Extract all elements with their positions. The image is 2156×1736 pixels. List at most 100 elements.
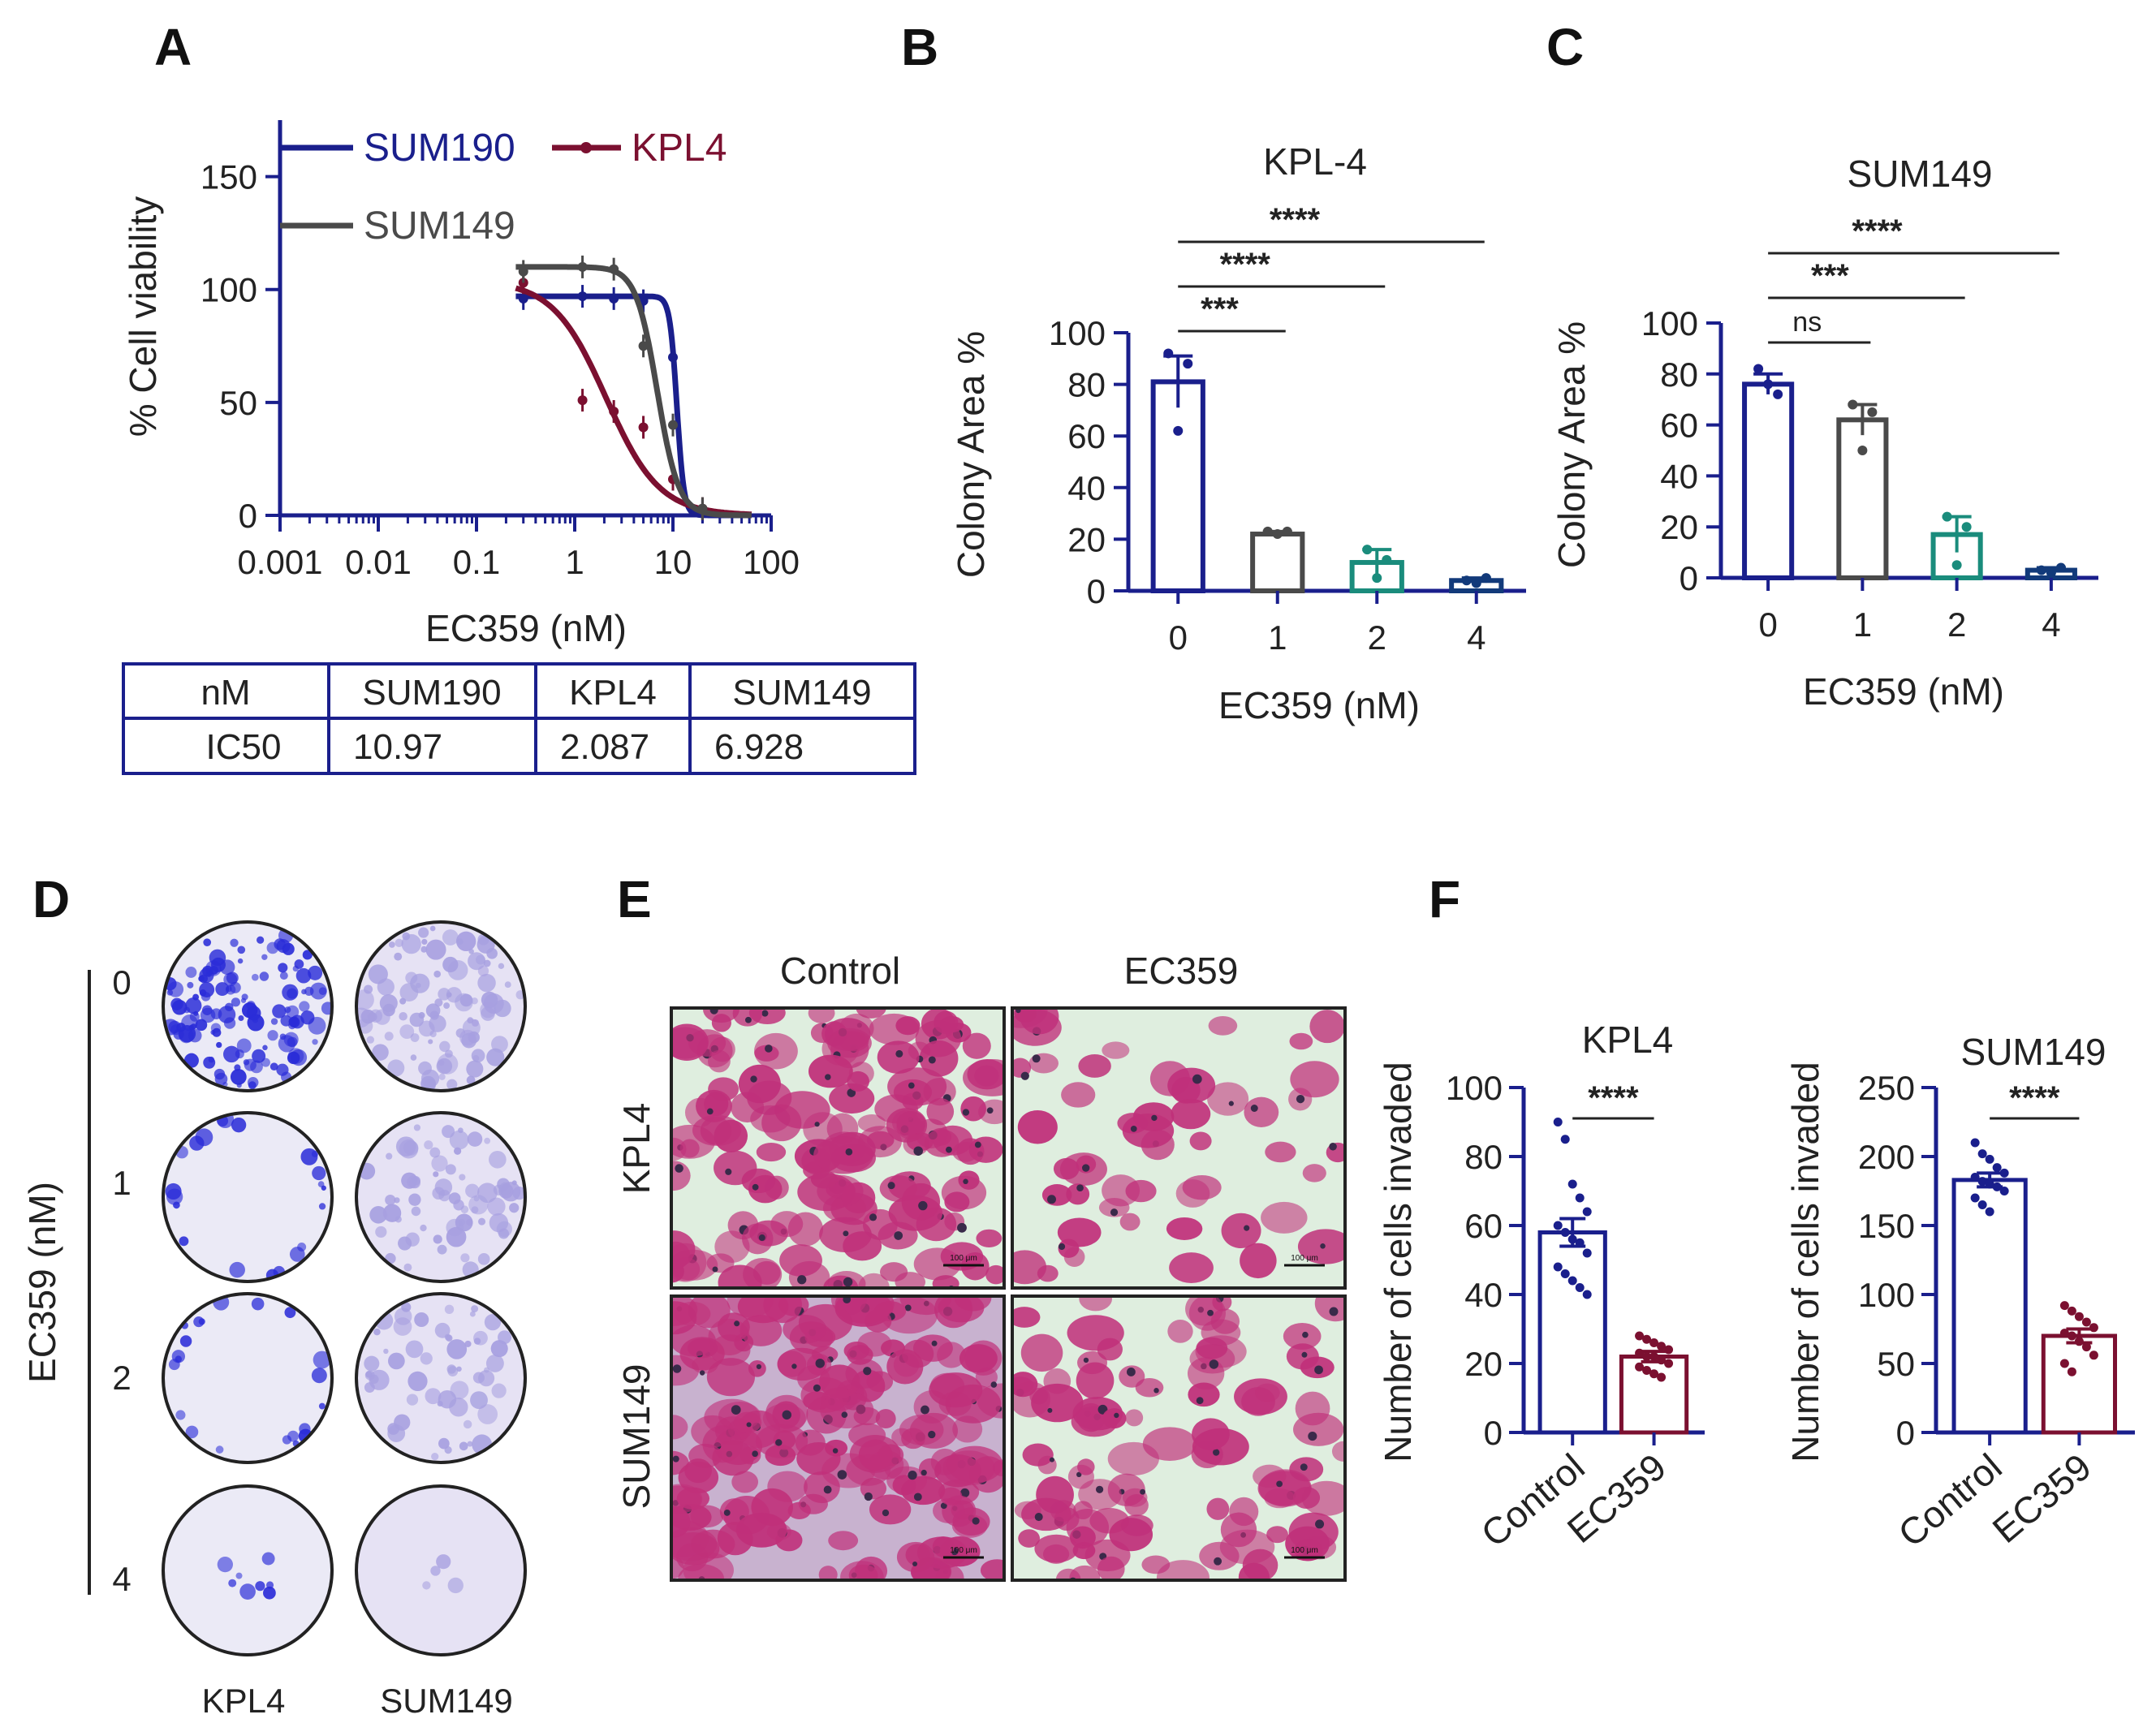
colony — [235, 1572, 243, 1579]
stained-cell — [706, 1358, 755, 1397]
colony — [230, 1068, 247, 1085]
f1-y-tick-label: 40 — [1464, 1276, 1503, 1314]
pore — [1130, 1126, 1137, 1132]
colony — [270, 1018, 278, 1025]
micrograph-cells — [1012, 1008, 1345, 1285]
colony — [472, 1055, 480, 1062]
plate-colonies — [217, 1552, 276, 1600]
colony — [369, 1206, 387, 1224]
stained-cell — [939, 1487, 963, 1506]
f2-dot-control — [1970, 1173, 1980, 1182]
f2-dot-control — [1992, 1182, 2002, 1191]
colony — [175, 1355, 183, 1363]
colony — [280, 1014, 292, 1027]
stained-cell — [1102, 1041, 1130, 1059]
f1-dot-control — [1560, 1135, 1570, 1144]
stained-cell — [932, 1536, 955, 1557]
a-point-sum190 — [668, 352, 678, 363]
stained-cell — [1066, 1183, 1090, 1205]
colony — [366, 1036, 374, 1044]
stained-cell — [1254, 1383, 1280, 1402]
f2-dot-control — [1999, 1187, 2009, 1195]
colony — [185, 967, 197, 978]
pore — [752, 1450, 758, 1458]
colony — [411, 1206, 421, 1217]
colony — [478, 1217, 486, 1226]
f2-dot-ec359 — [2081, 1317, 2091, 1327]
colony — [294, 959, 304, 969]
colony — [187, 981, 194, 989]
pore — [1076, 1184, 1084, 1191]
stained-cell — [847, 1070, 869, 1092]
colony — [399, 1011, 407, 1021]
panel-label-c: C — [1546, 18, 1584, 76]
panel-label-a: A — [154, 18, 192, 76]
colony — [261, 1058, 270, 1067]
colony — [231, 997, 240, 1007]
stained-cell — [1192, 1418, 1230, 1450]
stained-cell — [1244, 1096, 1279, 1127]
c-significance: ns — [1792, 307, 1822, 338]
colony — [229, 1261, 245, 1278]
f2-y-tick-label: 150 — [1858, 1207, 1915, 1245]
stained-cell — [1012, 1372, 1038, 1398]
colony — [313, 1350, 331, 1369]
f2-x-tick-label: Control — [1891, 1445, 2010, 1555]
b-y-tick-label: 40 — [1067, 469, 1106, 507]
pore — [1196, 1397, 1204, 1405]
colony — [170, 997, 183, 1010]
a-point-sum190 — [609, 293, 619, 304]
stained-cell — [692, 1356, 718, 1374]
colony — [403, 1140, 419, 1156]
pore — [918, 1200, 928, 1211]
colony — [263, 1586, 276, 1600]
pore — [761, 1010, 769, 1017]
colony — [259, 971, 270, 981]
a-y-tick-label: 150 — [201, 158, 257, 196]
stained-cell — [1265, 1141, 1296, 1163]
colony — [189, 1011, 200, 1022]
colony — [466, 1075, 476, 1085]
f1-y-label: Number of cells invaded — [1377, 1062, 1419, 1462]
pore — [928, 1430, 936, 1439]
stained-cell — [1219, 1529, 1275, 1565]
pore — [908, 1082, 915, 1089]
b-bar-0 — [1150, 379, 1205, 593]
colony — [410, 1054, 417, 1061]
f2-dot-control — [1999, 1168, 2009, 1178]
scale-bar-label: 100 μm — [950, 1546, 977, 1555]
f2-dot-ec359 — [2059, 1301, 2069, 1311]
colony — [399, 1024, 415, 1040]
f2-dot-ec359 — [2089, 1350, 2098, 1360]
pore — [990, 1381, 998, 1388]
colony — [433, 1234, 442, 1244]
stained-cell — [951, 1514, 988, 1538]
colony — [447, 959, 468, 980]
plate-rim — [162, 1111, 334, 1283]
pore — [815, 1359, 825, 1368]
colony — [425, 1388, 442, 1405]
b-dot-2 — [1372, 573, 1382, 584]
colony — [436, 1554, 451, 1570]
pore — [1300, 1463, 1308, 1471]
colony — [222, 1045, 240, 1063]
f2-title: SUM149 — [1961, 1031, 2106, 1073]
colony — [198, 976, 205, 982]
f2-dot-ec359 — [2074, 1312, 2084, 1321]
colony — [364, 984, 373, 994]
panel-f-kpl4-invasion: KPL4 Number of cells invaded 0 20 40 60 80 10… — [1377, 1019, 1705, 1555]
stained-cell — [671, 1506, 691, 1538]
colony — [179, 1335, 192, 1347]
panel-e-invasion-micrographs: Control EC359 KPL4 SUM149 100 μm 100 μm 10… — [615, 950, 1347, 1582]
stained-cell — [1266, 1526, 1288, 1544]
colony — [283, 1032, 299, 1047]
pore — [843, 1277, 853, 1287]
colony — [239, 1583, 256, 1600]
colony — [446, 1339, 468, 1359]
a-x-tick-label: 0.001 — [237, 543, 322, 581]
f1-dot-control — [1582, 1207, 1592, 1217]
a-y-label: % Cell viability — [122, 196, 164, 437]
colony — [471, 1019, 479, 1027]
stained-cell — [1012, 1250, 1047, 1285]
pore — [913, 1493, 922, 1501]
